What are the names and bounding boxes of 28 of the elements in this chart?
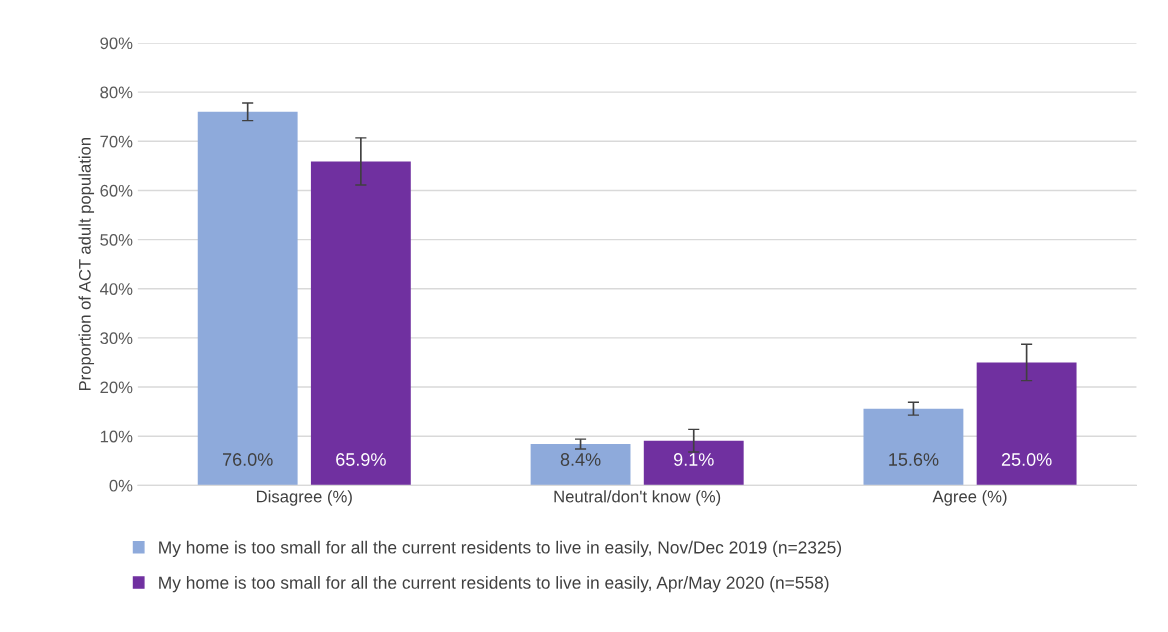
bar bbox=[863, 408, 964, 486]
y-tick-label: 70% bbox=[100, 135, 133, 148]
y-tick-label: 80% bbox=[100, 86, 133, 99]
bar bbox=[643, 440, 744, 486]
data-label: 9.1% bbox=[674, 453, 714, 466]
data-label: 25.0% bbox=[1001, 453, 1052, 466]
data-label: 8.4% bbox=[560, 453, 601, 466]
bar bbox=[530, 444, 631, 486]
y-tick-label: 50% bbox=[100, 234, 133, 246]
y-axis-title: Proportion of ACT adult population bbox=[78, 138, 95, 391]
y-tick-label: 90% bbox=[100, 37, 133, 50]
bar bbox=[310, 161, 411, 486]
y-tick-label: 30% bbox=[100, 332, 133, 345]
x-tick-label: Neutral/don't know (%) bbox=[554, 490, 721, 506]
x-tick-label: Disagree (%) bbox=[257, 490, 352, 506]
legend-label: My home is too small for all the current residents to live in easily, Nov/Dec 2019 (n=2325) bbox=[159, 540, 842, 557]
x-tick-label: Agree (%) bbox=[932, 490, 1007, 506]
y-tick-label: 10% bbox=[100, 430, 133, 443]
bar bbox=[976, 362, 1077, 486]
data-label: 15.6% bbox=[889, 453, 939, 466]
data-label: 65.9% bbox=[336, 453, 386, 466]
y-tick-label: 40% bbox=[99, 283, 133, 295]
legend-label: My home is too small for all the current residents to live in easily, Apr/May 2020 (n=558) bbox=[159, 576, 829, 593]
y-tick-label: 60% bbox=[100, 184, 133, 197]
data-label: 76.0% bbox=[223, 453, 273, 466]
bar bbox=[197, 111, 298, 486]
y-tick-label: 0% bbox=[109, 479, 133, 492]
y-tick-label: 20% bbox=[100, 381, 133, 394]
